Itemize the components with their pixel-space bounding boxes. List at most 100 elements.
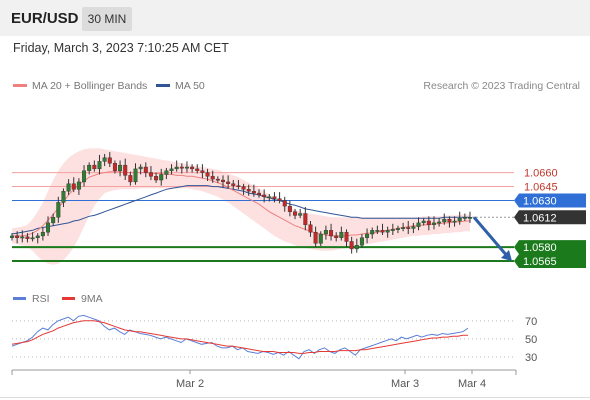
rsi-tick-label: 50: [525, 334, 537, 346]
ma20-swatch: [13, 83, 27, 87]
candle-up: [375, 230, 380, 232]
candle-down: [257, 192, 262, 196]
projection-arrow-head: [501, 250, 512, 262]
candle-up: [164, 170, 169, 175]
candle-up: [9, 235, 14, 238]
candle-up: [118, 164, 123, 171]
candle-up: [365, 233, 370, 238]
candle-down: [282, 200, 287, 207]
rsi-tick-label: 70: [525, 316, 537, 328]
candle-down: [179, 166, 184, 169]
candle-down: [92, 164, 97, 170]
candle-down: [329, 230, 334, 237]
candle-down: [200, 170, 205, 173]
level-badge-pivot: [514, 193, 586, 208]
ma50-line: [11, 185, 470, 235]
candle-up: [102, 157, 107, 162]
candle-up: [159, 174, 164, 181]
candle-up: [421, 220, 426, 224]
candle-down: [344, 231, 349, 242]
candle-down: [71, 183, 76, 190]
candle-down: [349, 241, 354, 250]
research-credit: Research © 2023 Trading Central: [423, 80, 580, 92]
candle-down: [241, 186, 246, 190]
candle-up: [468, 217, 473, 219]
candle-down: [334, 235, 339, 238]
candle-up: [462, 217, 467, 219]
candle-down: [123, 164, 128, 176]
candle-down: [246, 189, 251, 192]
candle-down: [406, 227, 411, 229]
candle-down: [15, 235, 20, 238]
candle-down: [426, 220, 431, 225]
candle-down: [195, 168, 200, 171]
candle-up: [339, 231, 344, 238]
legend-rsi-ma: 9MA: [62, 293, 103, 305]
candle-down: [293, 211, 298, 216]
candle-down: [277, 198, 282, 201]
candle-down: [220, 179, 225, 183]
candle-up: [390, 229, 395, 231]
x-tick-label: Mar 3: [391, 378, 419, 390]
candle-up: [30, 237, 35, 240]
candle-up: [323, 230, 328, 235]
candle-up: [416, 222, 421, 227]
candle-up: [46, 222, 51, 233]
candle-down: [205, 172, 210, 177]
candle-up: [82, 170, 87, 183]
candle-down: [107, 157, 112, 164]
level-badge-support: [514, 254, 586, 269]
candle-up: [431, 222, 436, 225]
candle-down: [112, 163, 117, 171]
candle-down: [308, 224, 313, 233]
candle-up: [66, 183, 71, 192]
candle-up: [56, 202, 61, 218]
candle-up: [267, 196, 272, 199]
rsi-line: [11, 314, 469, 360]
candle-up: [370, 230, 375, 235]
candle-up: [51, 217, 56, 224]
candle-up: [457, 218, 462, 222]
candle-up: [76, 181, 81, 190]
candle-up: [401, 227, 406, 229]
candle-down: [287, 205, 292, 212]
candle-down: [236, 185, 241, 188]
candle-up: [452, 220, 457, 223]
candle-down: [251, 191, 256, 194]
candle-up: [359, 237, 364, 246]
level-badge-support: [514, 240, 586, 255]
rsi-ma-swatch: [62, 296, 75, 300]
candle-up: [174, 166, 179, 170]
candle-up: [133, 168, 138, 183]
candle-down: [226, 181, 231, 184]
bottom-divider: [0, 397, 590, 398]
candle-up: [97, 161, 102, 170]
legend-rsi: RSI: [13, 293, 50, 305]
candle-down: [447, 218, 452, 223]
candle-up: [298, 213, 303, 216]
legend-ma50: MA 50: [156, 80, 205, 92]
candle-down: [272, 196, 277, 199]
candle-up: [61, 191, 66, 203]
candle-down: [210, 176, 215, 180]
level-label-pivot: 1.0630: [523, 196, 557, 208]
bollinger-band-fill: [12, 148, 470, 265]
timeframe-button[interactable]: 30 MIN: [82, 7, 132, 31]
candle-up: [184, 166, 189, 169]
candle-down: [215, 178, 220, 181]
rsi-ma-legend-label: 9MA: [81, 293, 103, 305]
symbol-title: EUR/USD: [11, 10, 79, 27]
level-badge-current: [514, 210, 586, 225]
candle-up: [437, 221, 442, 224]
candle-up: [318, 233, 323, 244]
x-tick-label: Mar 4: [458, 378, 486, 390]
level-label-current: 1.0612: [523, 212, 557, 224]
candle-down: [313, 231, 318, 244]
level-label-resistance: 1.0660: [524, 168, 558, 180]
candle-down: [262, 194, 267, 197]
candle-down: [128, 175, 133, 183]
candle-up: [411, 226, 416, 229]
level-label-support: 1.0580: [523, 242, 557, 254]
ma20-legend-label: MA 20 + Bollinger Bands: [32, 80, 148, 92]
